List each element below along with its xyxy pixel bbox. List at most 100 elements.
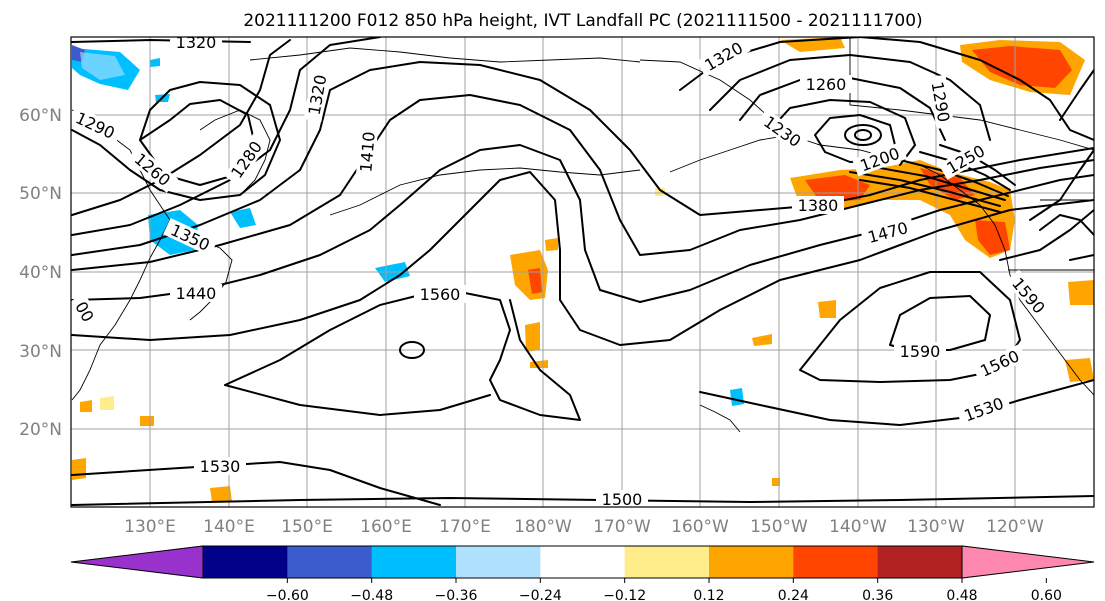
ivt-positive-region: [100, 396, 114, 410]
contour-1260: [139, 99, 256, 186]
map-content: 1320 1320 1320 1260 1290 1260 1280 1410 …: [71, 33, 1094, 509]
ivt-positive-region: [975, 220, 1010, 255]
contour-label-item: 1410: [355, 125, 379, 179]
contour-label-item: 1560: [414, 285, 466, 304]
lon-label: 140°E: [203, 517, 255, 537]
ivt-positive-region: [1068, 280, 1094, 305]
contour-label: 1590: [900, 342, 941, 361]
contour-low-center: [844, 124, 882, 146]
contour-1230-alaska: [769, 99, 916, 166]
lon-label: 170°E: [439, 517, 491, 537]
colorbar-segment: [624, 546, 710, 578]
contour-1530-east: [699, 379, 1094, 426]
contour-east-1: [1029, 149, 1094, 221]
colorbar-segment: [203, 546, 288, 578]
contour-low-center-inner: [854, 129, 872, 141]
contour-front-3: [879, 167, 1006, 201]
coastline-siberia: [249, 47, 641, 63]
contour-label: 1410: [356, 131, 378, 173]
contour-label: 1560: [420, 285, 461, 304]
figure-title: 2021111200 F012 850 hPa height, IVT Land…: [243, 11, 922, 31]
ivt-positive-region: [972, 46, 1072, 88]
contour-label: 1440: [176, 284, 217, 303]
ivt-positive-region: [805, 175, 870, 202]
coastline-aleutian: [329, 167, 641, 216]
lon-label: 130°E: [124, 517, 176, 537]
contour-label-item: 1320: [170, 33, 222, 52]
colorbar-tick-label: −0.24: [519, 588, 562, 601]
colorbar-segment: [793, 546, 879, 578]
contour-1380: [71, 61, 1094, 256]
contour-front-6: [939, 144, 1016, 186]
contour-front-1: [849, 171, 1001, 207]
ivt-positive-region: [655, 188, 665, 196]
colorbar-frame: [202, 545, 963, 579]
contour-east-loop: [1039, 214, 1094, 236]
contour-east-4: [1069, 254, 1094, 261]
colorbar-tick-label: 0.12: [693, 588, 724, 601]
ivt-positive-region: [140, 416, 154, 426]
ivt-positive-region: [80, 400, 92, 412]
contour-label-item: 1590: [894, 342, 946, 361]
latitude-labels: 20°N 30°N 40°N 50°N 60°N: [19, 106, 62, 440]
contour-1590-small: [399, 341, 425, 359]
colorbar-tick-label: −0.12: [603, 588, 646, 601]
ivt-negative-region: [80, 52, 125, 80]
contour-1560-west: [224, 291, 581, 421]
lon-label: 150°W: [750, 517, 808, 537]
ivt-positive-region: [525, 322, 540, 352]
contour-label: 1530: [200, 457, 241, 476]
contour-label-item: 1380: [792, 196, 844, 215]
colorbar-segment: [371, 546, 457, 578]
colorbar-segment: [877, 546, 963, 578]
contour-1560-west-loop: [224, 384, 491, 416]
ivt-positive-region: [772, 478, 780, 486]
ivt-positive-region: [72, 458, 86, 480]
colorbar: −0.60 −0.48 −0.36 −0.24 −0.12 0.12 0.24 0.36 0.4…: [70, 545, 1095, 601]
contour-1470-trough: [71, 171, 1094, 346]
coastline-asia: [71, 109, 171, 401]
colorbar-tick-label: 0.48: [946, 588, 977, 601]
contour-1350: [71, 37, 381, 236]
ivt-positive-region: [920, 168, 975, 200]
ivt-positive-region: [528, 268, 542, 294]
lon-label: 130°W: [907, 517, 965, 537]
colorbar-segment: [709, 546, 794, 578]
coastline-hawaii: [699, 404, 741, 433]
lat-label: 50°N: [19, 184, 62, 204]
contour-1290-alaska: [709, 54, 991, 141]
contour-label: 1260: [806, 75, 847, 94]
colorbar-segment: [540, 546, 626, 578]
lat-label: 20°N: [19, 420, 62, 440]
contour-label-item: 1500: [596, 490, 648, 509]
lon-label: 180°W: [514, 517, 572, 537]
contour-1410: [71, 94, 1094, 271]
contour-front-2: [859, 179, 1001, 213]
colorbar-segment: [287, 546, 373, 578]
ivt-positive-region: [210, 486, 232, 502]
ivt-positive-region: [752, 334, 772, 346]
longitude-labels: 130°E 140°E 150°E 160°E 170°E 180°W 170°…: [124, 517, 1044, 537]
coastline-kamchatka: [199, 109, 271, 196]
coastline-japan: [189, 239, 233, 321]
contour-1290: [71, 81, 281, 201]
ivt-positive-region: [1065, 358, 1094, 382]
lat-label: 30°N: [19, 342, 62, 362]
colorbar-extension-low: [70, 545, 204, 579]
lat-label: 40°N: [19, 263, 62, 283]
contour-label-item: 1260: [800, 75, 852, 94]
coastline-north-canada: [849, 37, 1094, 151]
contour-front-4: [899, 159, 1009, 197]
contour-1560-east: [799, 271, 1021, 383]
contour-label-group: 1320 1320 1320 1260 1290 1260 1280 1410 …: [71, 33, 1053, 509]
contour-front-5: [919, 151, 1011, 191]
contour-east-3: [1059, 69, 1094, 121]
colorbar-tick-label: 0.24: [778, 588, 809, 601]
lon-label: 170°W: [593, 517, 651, 537]
colorbar-extension-high: [961, 545, 1095, 579]
colorbar-tick-label: 0.60: [1031, 588, 1062, 601]
contour-label: 1500: [602, 490, 643, 509]
colorbar-segment: [456, 546, 541, 578]
lon-label: 150°E: [281, 517, 333, 537]
contour-label: 1320: [176, 33, 217, 52]
